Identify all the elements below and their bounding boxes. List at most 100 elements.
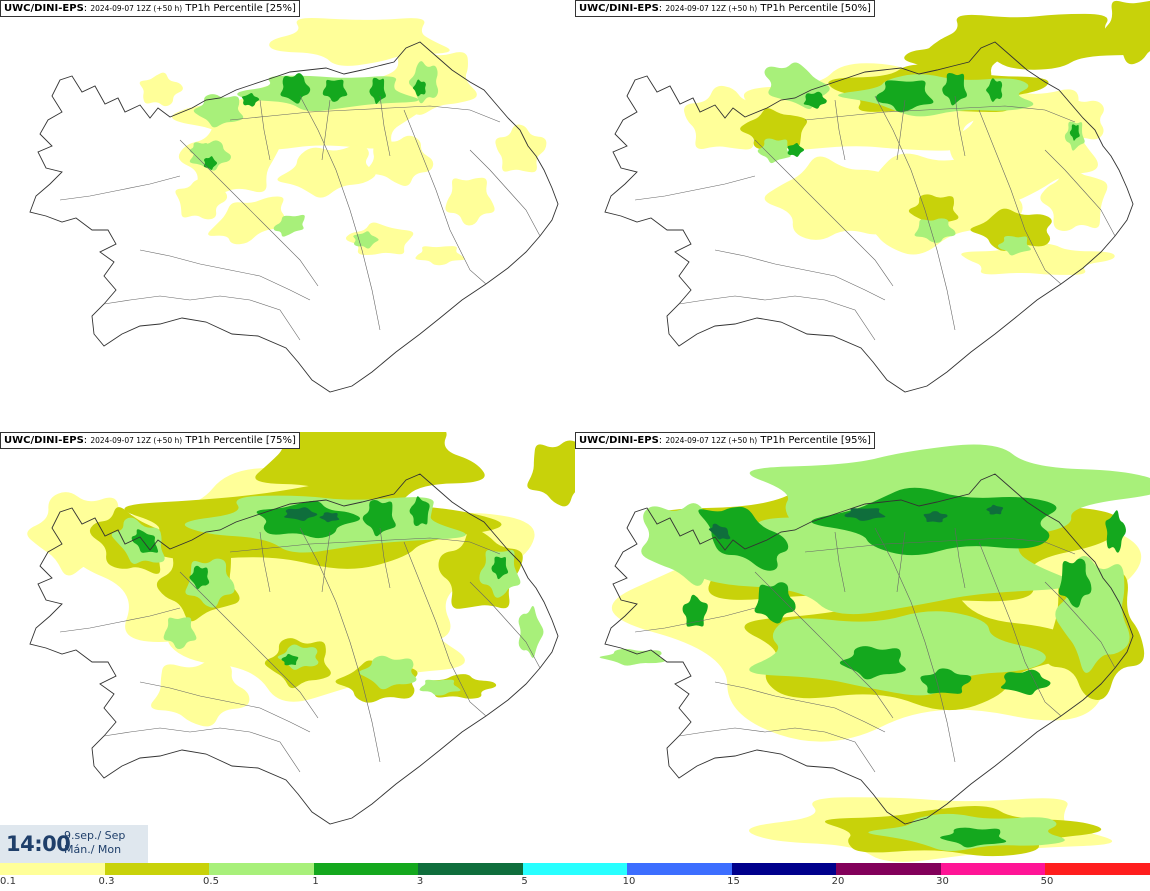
valid-date-line: 9.sep./ Sep — [64, 829, 126, 842]
road-line — [978, 541, 1062, 717]
precip-contour — [358, 655, 417, 690]
color-scale-label: 1 — [312, 876, 319, 887]
precip-contour — [599, 648, 666, 666]
road-line — [714, 681, 886, 733]
color-scale-swatch — [836, 863, 941, 875]
precip-contour — [518, 605, 544, 658]
precip-contour — [353, 231, 379, 249]
color-scale-swatch — [522, 863, 628, 875]
panel-title: UWC/DINI-EPS: 2024-09-07 12Z (+50 h) TP1… — [0, 0, 300, 17]
coastline — [29, 41, 559, 393]
road-line — [179, 139, 319, 287]
precip-contour — [277, 145, 376, 198]
color-scale-label: 3 — [416, 876, 424, 887]
precip-contour — [1039, 94, 1104, 146]
precip-contour — [367, 135, 434, 186]
precip-contour — [419, 679, 461, 696]
map-panel-p25: UWC/DINI-EPS: 2024-09-07 12Z (+50 h) TP1… — [0, 0, 575, 430]
road-line — [954, 527, 966, 589]
road-line — [259, 99, 271, 161]
road-line — [259, 531, 271, 593]
road-line — [874, 95, 956, 331]
precip-contour — [27, 492, 127, 576]
precip-contour — [961, 242, 1115, 275]
precip-contour — [322, 79, 348, 102]
valid-date: 9.sep./ Sep Mán./ Mon — [64, 829, 125, 857]
road-line — [139, 249, 311, 301]
coastline — [604, 41, 1134, 393]
precip-contour — [193, 94, 244, 128]
precip-contour — [362, 500, 396, 537]
color-scale-labels: 0.1 0.3 0.5 1 3 5 10 15 20 30 50 — [0, 876, 1150, 890]
precip-contour — [970, 208, 1052, 251]
precip-contour — [281, 653, 299, 666]
precip-contour — [1105, 510, 1126, 553]
product-label: TP1h Percentile [75%] — [185, 435, 296, 446]
precip-field — [139, 17, 547, 266]
road-line — [379, 95, 391, 157]
color-scale-swatch — [104, 863, 210, 875]
precip-contour — [319, 512, 340, 523]
precip-contour — [757, 138, 791, 164]
color-scale-swatch — [627, 863, 732, 875]
precip-contour — [641, 503, 737, 586]
road-line — [754, 571, 894, 719]
precip-contour — [698, 506, 789, 571]
road-line — [103, 727, 301, 773]
road-line — [954, 95, 966, 157]
precip-contour — [940, 827, 1007, 848]
road-line — [179, 571, 319, 719]
map-panel-p95: UWC/DINI-EPS: 2024-09-07 12Z (+50 h) TP1… — [575, 432, 1150, 862]
map-panel-p75: UWC/DINI-EPS: 2024-09-07 12Z (+50 h) TP1… — [0, 432, 575, 862]
color-scale-swatch — [0, 863, 105, 875]
valid-time-box: 14:00 9.sep./ Sep Mán./ Mon — [0, 825, 148, 863]
road-line — [59, 175, 181, 201]
road-line — [834, 99, 846, 161]
product-label: TP1h Percentile [95%] — [760, 435, 871, 446]
precip-field — [684, 0, 1150, 275]
color-scale-label: 0.3 — [98, 876, 115, 887]
precip-contour — [708, 523, 731, 540]
road-line — [896, 99, 906, 161]
model-name: UWC/DINI-EPS — [579, 435, 659, 446]
model-name: UWC/DINI-EPS — [4, 3, 84, 14]
precip-map — [27, 432, 575, 825]
road-line — [403, 109, 487, 285]
road-line — [678, 727, 876, 773]
map-panel-p50: UWC/DINI-EPS: 2024-09-07 12Z (+50 h) TP1… — [575, 0, 1150, 430]
valid-day-line: Mán./ Mon — [64, 843, 122, 856]
road-line — [103, 295, 301, 341]
precip-contour — [844, 508, 886, 521]
coastline — [604, 473, 1134, 825]
precip-contour — [151, 660, 250, 727]
model-name: UWC/DINI-EPS — [4, 435, 84, 446]
color-scale-bar — [0, 863, 1150, 875]
precip-contour — [682, 594, 708, 627]
precip-contour — [923, 511, 948, 523]
precip-contour — [256, 500, 361, 539]
road-line — [139, 681, 311, 733]
precip-contour — [284, 507, 318, 522]
color-scale-swatch — [940, 863, 1046, 875]
model-name: UWC/DINI-EPS — [579, 3, 659, 14]
precip-contour — [208, 196, 285, 245]
road-line — [229, 537, 501, 555]
color-scale-label: 30 — [936, 876, 949, 887]
valid-time: 14:00 — [6, 832, 71, 856]
precip-contour — [876, 80, 934, 113]
precip-contour — [241, 93, 260, 107]
road-line — [469, 149, 541, 237]
precip-contour — [754, 582, 796, 624]
precip-contour — [495, 124, 547, 173]
road-line — [804, 537, 1076, 555]
road-line — [678, 295, 876, 341]
precip-contour — [986, 504, 1004, 515]
road-line — [403, 541, 487, 717]
color-scale-swatch — [418, 863, 523, 875]
precip-contour — [803, 91, 827, 109]
run-time: 2024-09-07 12Z (+50 h) — [665, 436, 758, 445]
run-time: 2024-09-07 12Z (+50 h) — [90, 4, 183, 13]
road-line — [299, 95, 381, 331]
precip-map — [604, 0, 1150, 393]
road-line — [874, 527, 956, 763]
